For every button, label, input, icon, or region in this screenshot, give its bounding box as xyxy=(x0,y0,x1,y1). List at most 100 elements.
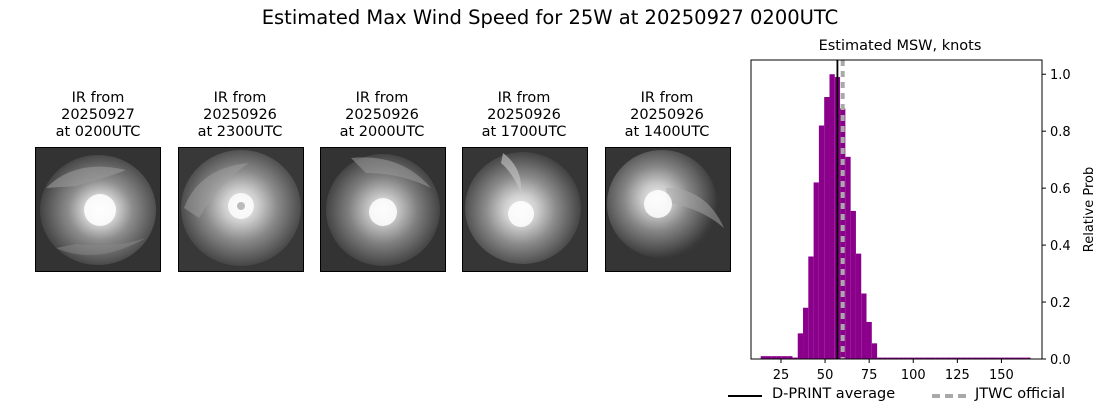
histogram-bar xyxy=(930,357,936,359)
histogram-bar xyxy=(982,357,989,359)
histogram-bar xyxy=(792,357,798,359)
ir-panel-5-date: 20250926 xyxy=(630,107,704,123)
ir-panel-1-date: 20250927 xyxy=(61,107,135,123)
ir-panel-1-line1: IR from xyxy=(71,90,125,106)
ir-panel-3-line1: IR from xyxy=(355,90,409,106)
ir-image-3 xyxy=(320,147,446,272)
y-axis-ticks: 0.0 0.2 0.4 0.6 0.8 1.0 xyxy=(1042,68,1071,368)
ir-image-4 xyxy=(462,147,588,272)
ir-panel-5-title: IR from 20250926 at 1400UTC xyxy=(592,90,742,141)
histogram-bar xyxy=(1019,357,1026,359)
ir-panel-4-time: at 1700UTC xyxy=(481,124,567,140)
histogram-bar xyxy=(765,356,772,359)
ir-panel-2-line1: IR from xyxy=(213,90,267,106)
chart-title: Estimated MSW, knots xyxy=(819,38,982,54)
dprint-line-swatch xyxy=(728,395,762,397)
histogram-bar xyxy=(956,357,962,359)
histogram-bar xyxy=(972,357,978,359)
legend-dprint-label: D-PRINT average xyxy=(772,386,896,402)
ir-image-5 xyxy=(605,147,731,272)
x-tick-label: 50 xyxy=(817,368,834,383)
ir-panel-5-line1: IR from xyxy=(640,90,694,106)
histogram-bar xyxy=(993,357,999,359)
x-tick-label: 125 xyxy=(945,368,970,383)
histogram-bar xyxy=(977,357,983,359)
histogram-bar xyxy=(961,357,968,359)
histogram-bar xyxy=(924,357,931,359)
histogram-bar xyxy=(771,356,777,359)
histogram-bar xyxy=(840,108,846,360)
histogram-bar xyxy=(1004,357,1010,359)
histogram-bar xyxy=(787,356,793,359)
ir-image-2 xyxy=(178,147,304,272)
plot-frame xyxy=(750,59,1043,360)
ir-panel-4-date: 20250926 xyxy=(487,107,561,123)
histogram-bar xyxy=(1025,357,1031,359)
figure-title: Estimated Max Wind Speed for 25W at 2025… xyxy=(261,6,839,29)
histogram-bar xyxy=(760,356,766,359)
legend: D-PRINT average JTWC official xyxy=(728,384,1088,406)
histogram-bars xyxy=(760,74,1031,360)
y-tick-label: 0.8 xyxy=(1050,125,1071,140)
x-axis-ticks: 25 50 75 100 125 150 xyxy=(773,359,1014,383)
x-tick-label: 75 xyxy=(861,368,878,383)
ir-panel-2-date: 20250926 xyxy=(203,107,277,123)
histogram-bar xyxy=(877,357,883,359)
y-axis-label: Relative Prob xyxy=(1082,167,1097,252)
histogram-bar xyxy=(935,357,941,359)
histogram-bar xyxy=(797,333,804,359)
reference-lines xyxy=(836,60,845,359)
y-tick-label: 0.0 xyxy=(1050,353,1071,368)
histogram-bar xyxy=(781,356,788,359)
y-tick-label: 0.6 xyxy=(1050,182,1071,197)
histogram-bar xyxy=(808,256,814,359)
histogram-bar xyxy=(803,307,809,359)
x-tick-label: 150 xyxy=(989,368,1014,383)
histogram-bar xyxy=(898,357,904,359)
histogram-bar xyxy=(861,293,867,359)
histogram-bar xyxy=(914,357,920,359)
y-tick-label: 1.0 xyxy=(1050,68,1071,83)
histogram-bar xyxy=(940,357,946,359)
histogram-bar xyxy=(945,357,952,359)
histogram-bar xyxy=(903,357,909,359)
histogram-bar xyxy=(855,253,862,359)
ir-panel-1-time: at 0200UTC xyxy=(55,124,141,140)
ir-panel-5-time: at 1400UTC xyxy=(624,124,710,140)
ir-panel-2-time: at 2300UTC xyxy=(197,124,283,140)
histogram-bar xyxy=(908,357,915,359)
ir-panel-3-title: IR from 20250926 at 2000UTC xyxy=(307,90,457,141)
histogram-bar xyxy=(988,357,994,359)
ir-panel-4-line1: IR from xyxy=(497,90,551,106)
histogram-bar xyxy=(998,357,1005,359)
histogram-bar xyxy=(882,357,888,359)
histogram-bar xyxy=(919,357,925,359)
histogram-bar xyxy=(951,357,957,359)
jtwc-dash-swatch xyxy=(932,394,966,398)
x-tick-label: 100 xyxy=(901,368,926,383)
histogram-bar xyxy=(866,321,872,359)
histogram-bar xyxy=(892,357,899,359)
histogram-bar xyxy=(776,356,782,359)
ir-image-1 xyxy=(35,147,161,272)
histogram-bar xyxy=(1009,357,1015,359)
histogram-bar xyxy=(887,357,893,359)
legend-jtwc-label: JTWC official xyxy=(975,386,1066,402)
histogram-bar xyxy=(871,343,878,359)
ir-panel-3-date: 20250926 xyxy=(345,107,419,123)
ir-panel-1-title: IR from 20250927 at 0200UTC xyxy=(23,90,173,141)
histogram-bar xyxy=(813,182,819,359)
histogram-bar xyxy=(967,357,973,359)
ir-panel-2-title: IR from 20250926 at 2300UTC xyxy=(165,90,315,141)
y-tick-label: 0.2 xyxy=(1050,296,1071,311)
histogram-bar xyxy=(850,210,856,359)
histogram-bar xyxy=(1014,357,1020,359)
ir-panel-3-time: at 2000UTC xyxy=(339,124,425,140)
y-tick-label: 0.4 xyxy=(1050,239,1071,254)
histogram-bar xyxy=(818,125,825,359)
histogram-bar xyxy=(829,74,835,359)
x-tick-label: 25 xyxy=(773,368,790,383)
ir-panel-4-title: IR from 20250926 at 1700UTC xyxy=(449,90,599,141)
histogram-bar xyxy=(824,97,830,360)
